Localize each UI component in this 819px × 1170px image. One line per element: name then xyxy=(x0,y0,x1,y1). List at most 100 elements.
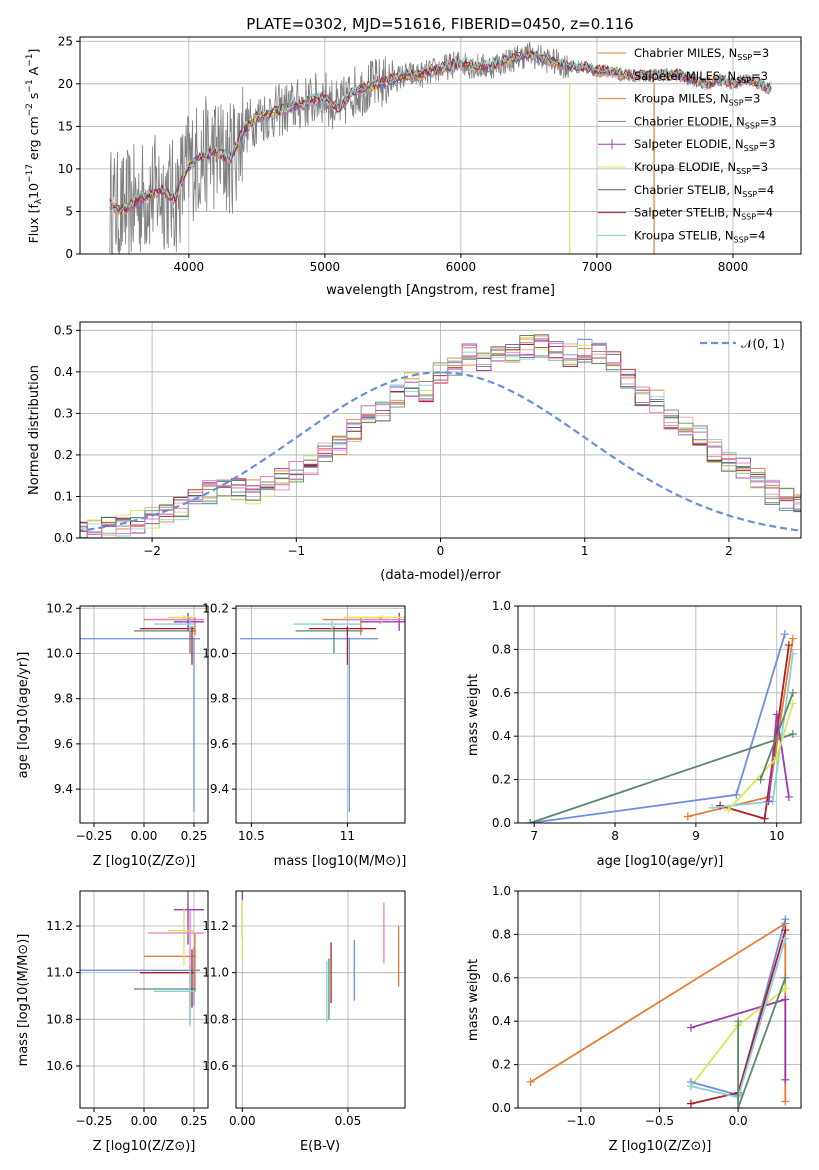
mass_vs_Z-ytick-label: 11.0 xyxy=(46,966,73,980)
weight-age-xlabel: age [log10(age/yr)] xyxy=(597,854,724,869)
figure-title: PLATE=0302, MJD=51616, FIBERID=0450, z=0… xyxy=(246,15,633,33)
mass_vs_EBV-ytick-label: 10.6 xyxy=(202,1059,229,1073)
weight-z-marker xyxy=(686,1082,695,1091)
weight-z-marker xyxy=(781,973,790,982)
mass_vs_EBV-ytick-label: 11.0 xyxy=(202,966,229,980)
residuals-ytick-label: 0.3 xyxy=(54,406,73,420)
mass_vs_Z-ytick-label: 11.2 xyxy=(46,919,73,933)
residuals-xtick-label: 0 xyxy=(437,544,445,558)
mass_vs_Z-xtick-label: 0.00 xyxy=(131,1114,158,1128)
weight-z-marker xyxy=(686,1023,695,1032)
mass_vs_Z-plot-area xyxy=(80,891,204,1027)
spectrum-xtick-label: 8000 xyxy=(718,260,749,274)
residuals-xtick-label: 1 xyxy=(581,544,589,558)
age_vs_mass-ytick-label: 10.0 xyxy=(202,646,229,660)
weight_vs_age-xtick-label: 10 xyxy=(769,829,784,843)
weight_vs_Z-ytick-label: 0.8 xyxy=(492,927,511,941)
weight-z-line-7 xyxy=(737,977,787,1108)
age_vs_Z-ytick-label: 9.8 xyxy=(54,692,73,706)
normal-curve xyxy=(80,371,801,532)
weight-z-marker xyxy=(781,1097,790,1106)
spectrum-ytick-label: 25 xyxy=(58,34,73,48)
age_vs_Z-plot-area xyxy=(80,612,204,812)
weight-age-marker xyxy=(780,630,789,639)
age_vs_Z-ytick-label: 9.4 xyxy=(54,782,73,796)
spectrum-legend-label: Salpeter ELODIE, NSSP=3 xyxy=(634,137,776,153)
weight_vs_age-xtick-label: 8 xyxy=(611,829,619,843)
weight_vs_Z-plot-area xyxy=(526,915,790,1108)
weight-age-marker xyxy=(760,814,769,823)
residuals-ytick-label: 0.1 xyxy=(54,489,73,503)
age_vs_mass-frame xyxy=(235,605,406,824)
weight-z-marker xyxy=(526,1077,535,1086)
weight-z-line-1 xyxy=(530,921,787,1102)
weight_vs_age-ytick-label: 0.6 xyxy=(492,686,511,700)
normal-legend-label: 𝒩(0, 1) xyxy=(741,337,785,351)
weight-age-line-1 xyxy=(529,633,786,823)
weight-age-line-2 xyxy=(529,733,794,823)
weight-age-marker xyxy=(732,790,741,799)
weight-z-xlabel: Z [log10(Z/Z⊙)] xyxy=(609,1139,712,1154)
weight-age-marker xyxy=(526,819,535,823)
age_vs_mass-xtick-label: 11 xyxy=(340,829,355,843)
spectrum-xtick-label: 5000 xyxy=(310,260,341,274)
weight-age-marker xyxy=(708,803,717,812)
age_vs_mass-ytick-label: 9.6 xyxy=(210,737,229,751)
spectrum-ytick-label: 5 xyxy=(65,204,73,218)
spectrum-ylabel: Flux [fλ10−17 erg cm−2 s−1 A−1] xyxy=(25,49,44,244)
residual-histogram-9 xyxy=(80,335,801,538)
weight_vs_age-xtick-label: 7 xyxy=(530,829,538,843)
spectrum-model-line-9 xyxy=(109,49,772,214)
weight-age-marker xyxy=(764,797,773,806)
weight-age-ylabel: mass weight xyxy=(466,674,481,756)
spectrum-ytick-label: 20 xyxy=(58,77,73,91)
age_vs_Z-ytick-label: 10.0 xyxy=(46,646,73,660)
spectrum-legend-label: Kroupa MILES, NSSP=3 xyxy=(634,92,760,108)
weight-age-marker xyxy=(716,801,725,810)
spectrum-legend-label: Chabrier ELODIE, NSSP=3 xyxy=(634,114,777,130)
mass_vs_EBV-ytick-label: 11.2 xyxy=(202,919,229,933)
spectrum-ytick-label: 15 xyxy=(58,119,73,133)
weight-z-marker xyxy=(781,995,790,1004)
spectrum-ytick-label: 10 xyxy=(58,162,73,176)
mass_vs_Z-xtick-label: −0.25 xyxy=(76,1114,113,1128)
weight-z-marker xyxy=(734,1017,743,1026)
weight-age-marker xyxy=(724,805,733,814)
spectrum-legend-label: Salpeter MILES, NSSP=3 xyxy=(634,69,768,85)
mass_vs_EBV-xtick-label: 0.05 xyxy=(335,1114,362,1128)
weight-z-marker xyxy=(781,1075,790,1084)
residuals-xtick-label: −2 xyxy=(143,544,161,558)
spectrum-data-line xyxy=(109,42,772,254)
weight_vs_Z-ytick-label: 0.4 xyxy=(492,1014,511,1028)
residuals-xtick-label: 2 xyxy=(725,544,733,558)
weight_vs_age-ytick-label: 0.2 xyxy=(492,773,511,787)
spectrum-xtick-label: 7000 xyxy=(582,260,613,274)
spectrum-legend-label: Chabrier MILES, NSSP=3 xyxy=(634,46,769,62)
residuals-ytick-label: 0.2 xyxy=(54,448,73,462)
weight_vs_Z-xtick-label: −0.5 xyxy=(645,1114,674,1128)
mass_vs_Z-ytick-label: 10.8 xyxy=(46,1012,73,1026)
weight-age-marker xyxy=(772,753,781,762)
residual-histogram-8 xyxy=(80,338,801,537)
age_vs_Z-ytick-label: 9.6 xyxy=(54,737,73,751)
weight-z-marker xyxy=(781,934,790,943)
weight-age-line-8 xyxy=(759,692,794,780)
age_vs_Z-xtick-label: 0.25 xyxy=(181,829,208,843)
weight_vs_Z-xtick-label: −1.0 xyxy=(566,1114,595,1128)
weight-age-marker xyxy=(756,775,765,784)
weight-age-marker xyxy=(683,812,692,821)
weight_vs_Z-ytick-label: 0.0 xyxy=(492,1101,511,1115)
spectrum-xtick-label: 6000 xyxy=(446,260,477,274)
spectrum-legend-label: Salpeter STELIB, NSSP=4 xyxy=(634,206,773,222)
spectrum-legend-label: Kroupa STELIB, NSSP=4 xyxy=(634,228,765,244)
weight-age-marker xyxy=(788,699,797,708)
weight-age-marker xyxy=(788,634,797,643)
weight_vs_Z-ytick-label: 0.6 xyxy=(492,971,511,985)
weight_vs_age-ytick-label: 1.0 xyxy=(492,599,511,613)
mass-z-xlabel: Z [log10(Z/Z⊙)] xyxy=(93,1139,196,1154)
age_vs_mass-plot-area xyxy=(239,612,405,812)
residuals-xtick-label: −1 xyxy=(287,544,305,558)
residuals-ytick-label: 0.4 xyxy=(54,365,73,379)
mass_vs_Z-ytick-label: 10.6 xyxy=(46,1059,73,1073)
